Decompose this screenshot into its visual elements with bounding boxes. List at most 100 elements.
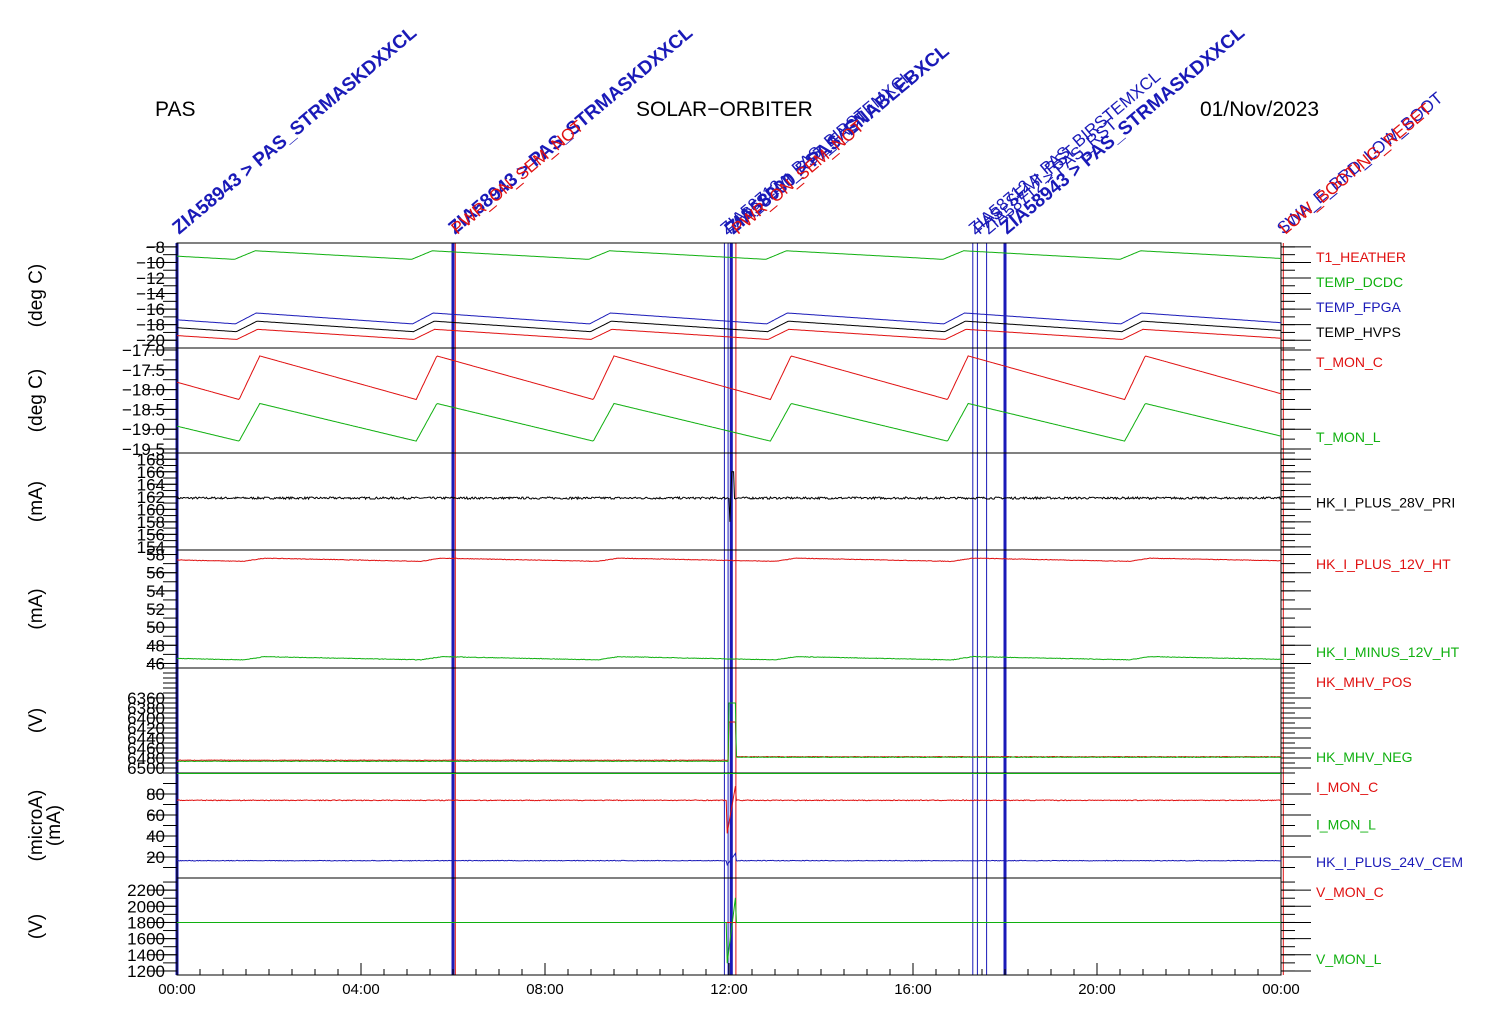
legend-label: TEMP_HVPS — [1316, 324, 1401, 340]
event-label: ZIA58943 > PAS_STRMASKDXXCL — [169, 22, 422, 239]
y-tick-label: 6440 — [127, 729, 165, 748]
y-tick-label: 6500 — [127, 759, 165, 778]
y-tick-label: 54 — [146, 582, 165, 601]
series-line — [176, 786, 1282, 834]
y-tick-label: 2200 — [127, 881, 165, 900]
y-tick-label: 56 — [146, 564, 165, 583]
y-axis-label: (V) — [26, 914, 47, 939]
legend-label: HK_I_MINUS_12V_HT — [1316, 644, 1460, 660]
panel-frame — [176, 347, 1282, 454]
series-line — [177, 320, 1282, 333]
y-tick-label: −18.5 — [122, 400, 165, 419]
y-tick-label: −16 — [136, 300, 165, 319]
panel-frame — [176, 877, 1282, 976]
series-line — [176, 655, 1282, 661]
y-tick-label: 154 — [137, 538, 165, 557]
mission-title: SOLAR−ORBITER — [636, 98, 813, 121]
y-tick-label: 162 — [137, 488, 165, 507]
legend-label: V_MON_L — [1316, 951, 1382, 967]
legend-label: V_MON_C — [1316, 884, 1384, 900]
y-tick-label: 58 — [146, 546, 165, 565]
series-line — [177, 328, 1282, 340]
y-tick-label: 48 — [146, 636, 165, 655]
panel: −19.5−19.0−18.5−18.0−17.5−17.0 (deg C) T_M… — [26, 341, 1383, 459]
y-axis-label: (mA) — [26, 588, 47, 629]
x-tick-label: 12:00 — [710, 981, 748, 998]
y-tick-label: 1800 — [127, 913, 165, 932]
panel-frame — [176, 549, 1282, 669]
y-axis-label: (mA) — [26, 481, 47, 522]
panels: −20−18−16−14−12−10−8 (deg C) T1_HEATHER TEM… — [26, 238, 1463, 981]
x-tick-label: 20:00 — [1078, 981, 1116, 998]
panel: 20 40 60 80 (microA)(mA) I_MON_C I_MON_L HK_I_P… — [26, 772, 1463, 879]
y-tick-label: 6400 — [127, 709, 165, 728]
y-tick-label: −19.0 — [122, 420, 165, 439]
y-tick-label: 6420 — [127, 719, 165, 738]
y-tick-label: −8 — [146, 238, 165, 257]
y-tick-label: 1200 — [127, 962, 165, 981]
y-tick-label: −18 — [136, 316, 165, 335]
series-line — [176, 355, 1282, 401]
series-line — [176, 471, 1282, 522]
x-tick-label: 04:00 — [342, 981, 380, 998]
y-tick-label: 164 — [137, 475, 165, 494]
y-tick-label: 6380 — [127, 699, 165, 718]
y-tick-label: 1400 — [127, 946, 165, 965]
y-axis-label: (deg C) — [26, 264, 47, 327]
y-tick-label: 160 — [137, 500, 165, 519]
legend-label: T_MON_L — [1316, 429, 1381, 445]
y-tick-label: 158 — [137, 513, 165, 532]
series-line — [176, 312, 1282, 325]
y-tick-label: 50 — [146, 618, 165, 637]
legend-label: T_MON_C — [1316, 354, 1383, 370]
y-tick-label: −19.5 — [122, 440, 165, 459]
y-tick-label: 60 — [146, 806, 165, 825]
legend-label: TEMP_FPGA — [1316, 299, 1401, 315]
y-tick-label: 6480 — [127, 749, 165, 768]
legend-label: HK_MHV_POS — [1316, 674, 1412, 690]
y-tick-label: 156 — [137, 525, 165, 544]
y-tick-label: 1600 — [127, 930, 165, 949]
series-line — [177, 250, 1282, 260]
event-label: PWR_ON_SEM_NOT — [448, 117, 588, 238]
series-line — [177, 897, 1281, 964]
panel: −20−18−16−14−12−10−8 (deg C) T1_HEATHER TEM… — [26, 238, 1406, 350]
legend-label: HK_I_PLUS_24V_CEM — [1316, 854, 1463, 870]
series-line — [176, 852, 1282, 866]
x-tick-label: 08:00 — [526, 981, 564, 998]
legend-label: I_MON_L — [1316, 817, 1376, 833]
series-line — [176, 402, 1282, 442]
y-axis-label: (V) — [26, 708, 47, 733]
y-tick-label: −12 — [136, 269, 165, 288]
legend-label: T1_HEATHER — [1316, 249, 1406, 265]
y-tick-label: 6460 — [127, 739, 165, 758]
legend-label: TEMP_DCDC — [1316, 274, 1403, 290]
y-tick-label: 6360 — [127, 689, 165, 708]
y-tick-label: 40 — [146, 827, 165, 846]
legend-label: HK_I_PLUS_12V_HT — [1316, 556, 1451, 572]
y-tick-label: −18.0 — [122, 381, 165, 400]
y-tick-label: −17.5 — [122, 361, 165, 380]
y-tick-label: 20 — [146, 848, 165, 867]
y-axis-label: (deg C) — [26, 369, 47, 432]
y-tick-label: 2000 — [127, 897, 165, 916]
legend-label: I_MON_C — [1316, 779, 1378, 795]
y-tick-label: 168 — [137, 450, 165, 469]
y-tick-label: 46 — [146, 654, 165, 673]
legend-label: HK_I_PLUS_28V_PRI — [1316, 495, 1455, 511]
series-line — [176, 557, 1282, 563]
y-tick-label: 80 — [146, 785, 165, 804]
y-axis-label: (microA) — [26, 790, 47, 862]
legend-label: HK_MHV_NEG — [1316, 749, 1412, 765]
y-tick-label: 52 — [146, 600, 165, 619]
y-tick-label: −17.0 — [122, 341, 165, 360]
series-line — [177, 702, 1282, 763]
y-tick-label: −14 — [136, 285, 165, 304]
x-tick-label: 16:00 — [894, 981, 932, 998]
event-label: PWR_ON_SEM_NOT — [728, 117, 868, 238]
